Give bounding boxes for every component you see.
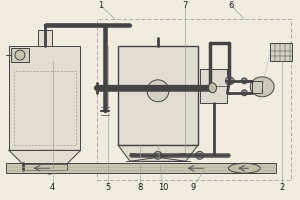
Bar <box>11 48 29 62</box>
Bar <box>252 81 262 93</box>
Text: 6: 6 <box>229 1 234 10</box>
Text: 9: 9 <box>190 183 195 192</box>
Text: 7: 7 <box>182 1 188 10</box>
Circle shape <box>15 50 25 60</box>
Bar <box>14 71 76 145</box>
Circle shape <box>154 151 162 159</box>
Bar <box>118 46 198 145</box>
Text: 5: 5 <box>106 183 111 192</box>
Circle shape <box>226 77 233 85</box>
Ellipse shape <box>208 83 217 93</box>
Polygon shape <box>118 145 198 161</box>
Bar <box>98 19 291 180</box>
Circle shape <box>241 78 247 84</box>
Text: 1: 1 <box>98 1 103 10</box>
Text: 4: 4 <box>50 183 55 192</box>
Circle shape <box>228 78 234 84</box>
Polygon shape <box>9 150 80 164</box>
Circle shape <box>241 90 247 96</box>
Bar <box>270 43 292 61</box>
Text: 10: 10 <box>158 183 168 192</box>
Bar <box>38 30 52 46</box>
Text: 2: 2 <box>279 183 285 192</box>
Bar <box>6 163 276 173</box>
Ellipse shape <box>250 77 274 97</box>
Text: 8: 8 <box>137 183 143 192</box>
Circle shape <box>147 80 169 102</box>
Bar <box>9 46 80 150</box>
Circle shape <box>196 151 204 159</box>
Bar <box>200 69 227 103</box>
Ellipse shape <box>46 166 54 174</box>
Ellipse shape <box>228 163 260 173</box>
